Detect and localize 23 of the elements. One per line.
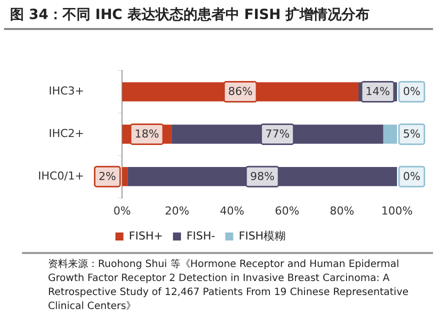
- x-tick-label: 40%: [220, 204, 244, 218]
- y-tick-label: IHC2+: [48, 127, 84, 140]
- data-label: 2%: [98, 170, 116, 183]
- legend-label: FISH模糊: [238, 229, 286, 242]
- data-label: 98%: [250, 170, 275, 183]
- legend-label: FISH-: [186, 229, 216, 242]
- legend-label: FISH+: [128, 229, 163, 242]
- text: 资料来源：Ruohong Shui 等《Hormone Receptor and Human Epidermal Growth Factor Receptor 2 Detection in Invasive Breast Carcinoma: A Retrospective Study of 12,467 Patients From 19 Chinese Representative Clinical Centers》: [22, 252, 433, 314]
- data-label: 86%: [228, 85, 253, 98]
- data-label: 77%: [265, 128, 290, 141]
- x-tick-label: 0%: [113, 204, 131, 218]
- y-tick-label: IHC0/1+: [38, 169, 84, 182]
- x-tick-label: 100%: [381, 204, 413, 218]
- data-label: 0%: [403, 85, 420, 98]
- x-tick-label: 20%: [164, 204, 190, 218]
- data-label: 5%: [403, 128, 420, 141]
- data-label: 14%: [366, 85, 390, 98]
- chart-title: 图 34：不同 IHC 表达状态的患者中 FISH 扩增情况分布: [4, 0, 433, 30]
- x-tick-label: 60%: [274, 204, 300, 218]
- x-tick-label: 80%: [330, 204, 354, 218]
- data-label: 18%: [134, 128, 160, 141]
- data-label: 0%: [403, 170, 420, 183]
- y-tick-label: IHC3+: [48, 84, 84, 98]
